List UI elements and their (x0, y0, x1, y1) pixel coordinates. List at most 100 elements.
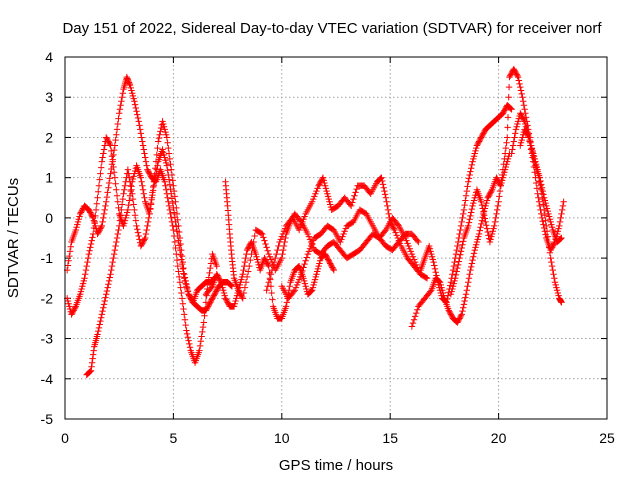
data-point-interp (101, 142, 108, 149)
data-point-interp (457, 226, 464, 234)
data-point-interp (145, 169, 153, 176)
data-point-interp (457, 251, 464, 258)
data-point (391, 226, 398, 234)
data-point-interp (124, 75, 131, 82)
data-point (347, 202, 355, 210)
data-point-interp (269, 296, 276, 303)
data-point-interp (432, 268, 439, 276)
data-point-interp (108, 266, 115, 274)
data-point-interp (297, 224, 304, 231)
data-point (521, 118, 528, 125)
data-point (530, 158, 537, 165)
data-point (519, 94, 526, 101)
data-point (465, 178, 472, 185)
data-point (159, 118, 166, 125)
series-sat-l (517, 126, 567, 254)
data-point-interp (484, 228, 491, 236)
data-point-interp (548, 224, 556, 231)
data-point-interp (512, 69, 520, 77)
data-point (131, 98, 138, 105)
data-point (508, 150, 515, 157)
data-point-interp (164, 167, 171, 174)
data-point (521, 126, 528, 133)
data-point-interp (381, 191, 389, 198)
data-point-interp (126, 197, 133, 204)
data-point-interp (469, 256, 476, 264)
data-point-interp (324, 256, 332, 263)
data-point (124, 206, 132, 214)
data-point-interp (88, 237, 95, 244)
data-point-interp (128, 186, 135, 193)
data-point-interp (138, 134, 145, 141)
data-point-interp (180, 305, 187, 313)
data-point-interp (449, 285, 456, 293)
data-point-interp (262, 257, 270, 264)
data-point-interp (390, 225, 398, 232)
data-point-interp (458, 244, 465, 252)
data-point-interp (172, 244, 179, 252)
data-point (126, 81, 134, 89)
data-point-interp (247, 256, 254, 264)
y-tick-label: 2 (45, 129, 53, 145)
data-point (102, 198, 110, 205)
data-point-interp (512, 130, 519, 137)
data-point-interp (89, 355, 96, 362)
data-point (168, 190, 175, 197)
data-point-interp (101, 206, 108, 214)
data-point-interp (558, 210, 565, 218)
data-point-interp (66, 248, 74, 255)
data-point-interp (428, 253, 436, 260)
data-point-interp (83, 262, 90, 270)
data-point-interp (87, 368, 94, 375)
data-point-interp (173, 250, 180, 258)
data-point-interp (457, 222, 465, 230)
data-point-interp (275, 242, 282, 250)
data-point (447, 291, 455, 298)
data-point-interp (139, 240, 146, 247)
data-point-interp (96, 321, 103, 328)
data-point-interp (171, 214, 179, 221)
data-point-interp (380, 184, 387, 191)
data-point-interp (142, 230, 150, 238)
data-point-interp (457, 248, 465, 255)
data-point-interp (255, 261, 262, 269)
data-point-interp (91, 218, 98, 226)
data-point-interp (472, 191, 479, 199)
data-point-interp (316, 181, 323, 188)
data-point-interp (457, 313, 464, 321)
data-point-interp (136, 122, 143, 129)
data-point-interp (266, 253, 274, 260)
data-point (304, 250, 312, 258)
data-point-interp (142, 154, 149, 161)
data-point-interp (92, 206, 100, 214)
data-point-interp (208, 296, 215, 303)
data-point-interp (66, 303, 73, 310)
data-point (107, 271, 114, 278)
data-point-interp (303, 254, 310, 261)
data-point-interp (70, 307, 77, 314)
data-point-interp (114, 120, 121, 128)
data-point-interp (97, 317, 104, 325)
data-point-interp (162, 182, 169, 189)
data-point-interp (499, 171, 506, 179)
data-point-interp (97, 170, 104, 177)
data-point-interp (464, 183, 471, 190)
data-point-interp (548, 262, 556, 270)
data-point-interp (509, 146, 516, 153)
data-point (239, 295, 246, 302)
data-point-interp (316, 257, 324, 264)
data-point-interp (456, 315, 463, 322)
data-point-interp (187, 295, 194, 302)
data-point-interp (148, 196, 155, 203)
data-point-interp (525, 132, 532, 140)
data-point-interp (486, 190, 494, 197)
data-point-interp (328, 262, 335, 270)
data-point-interp (149, 187, 157, 194)
data-point-interp (321, 179, 328, 187)
data-point (462, 291, 470, 298)
data-point-interp (480, 128, 488, 136)
data-point-interp (468, 161, 476, 169)
data-point-interp (92, 212, 99, 220)
data-point-interp (122, 214, 129, 222)
data-point-interp (138, 241, 145, 248)
